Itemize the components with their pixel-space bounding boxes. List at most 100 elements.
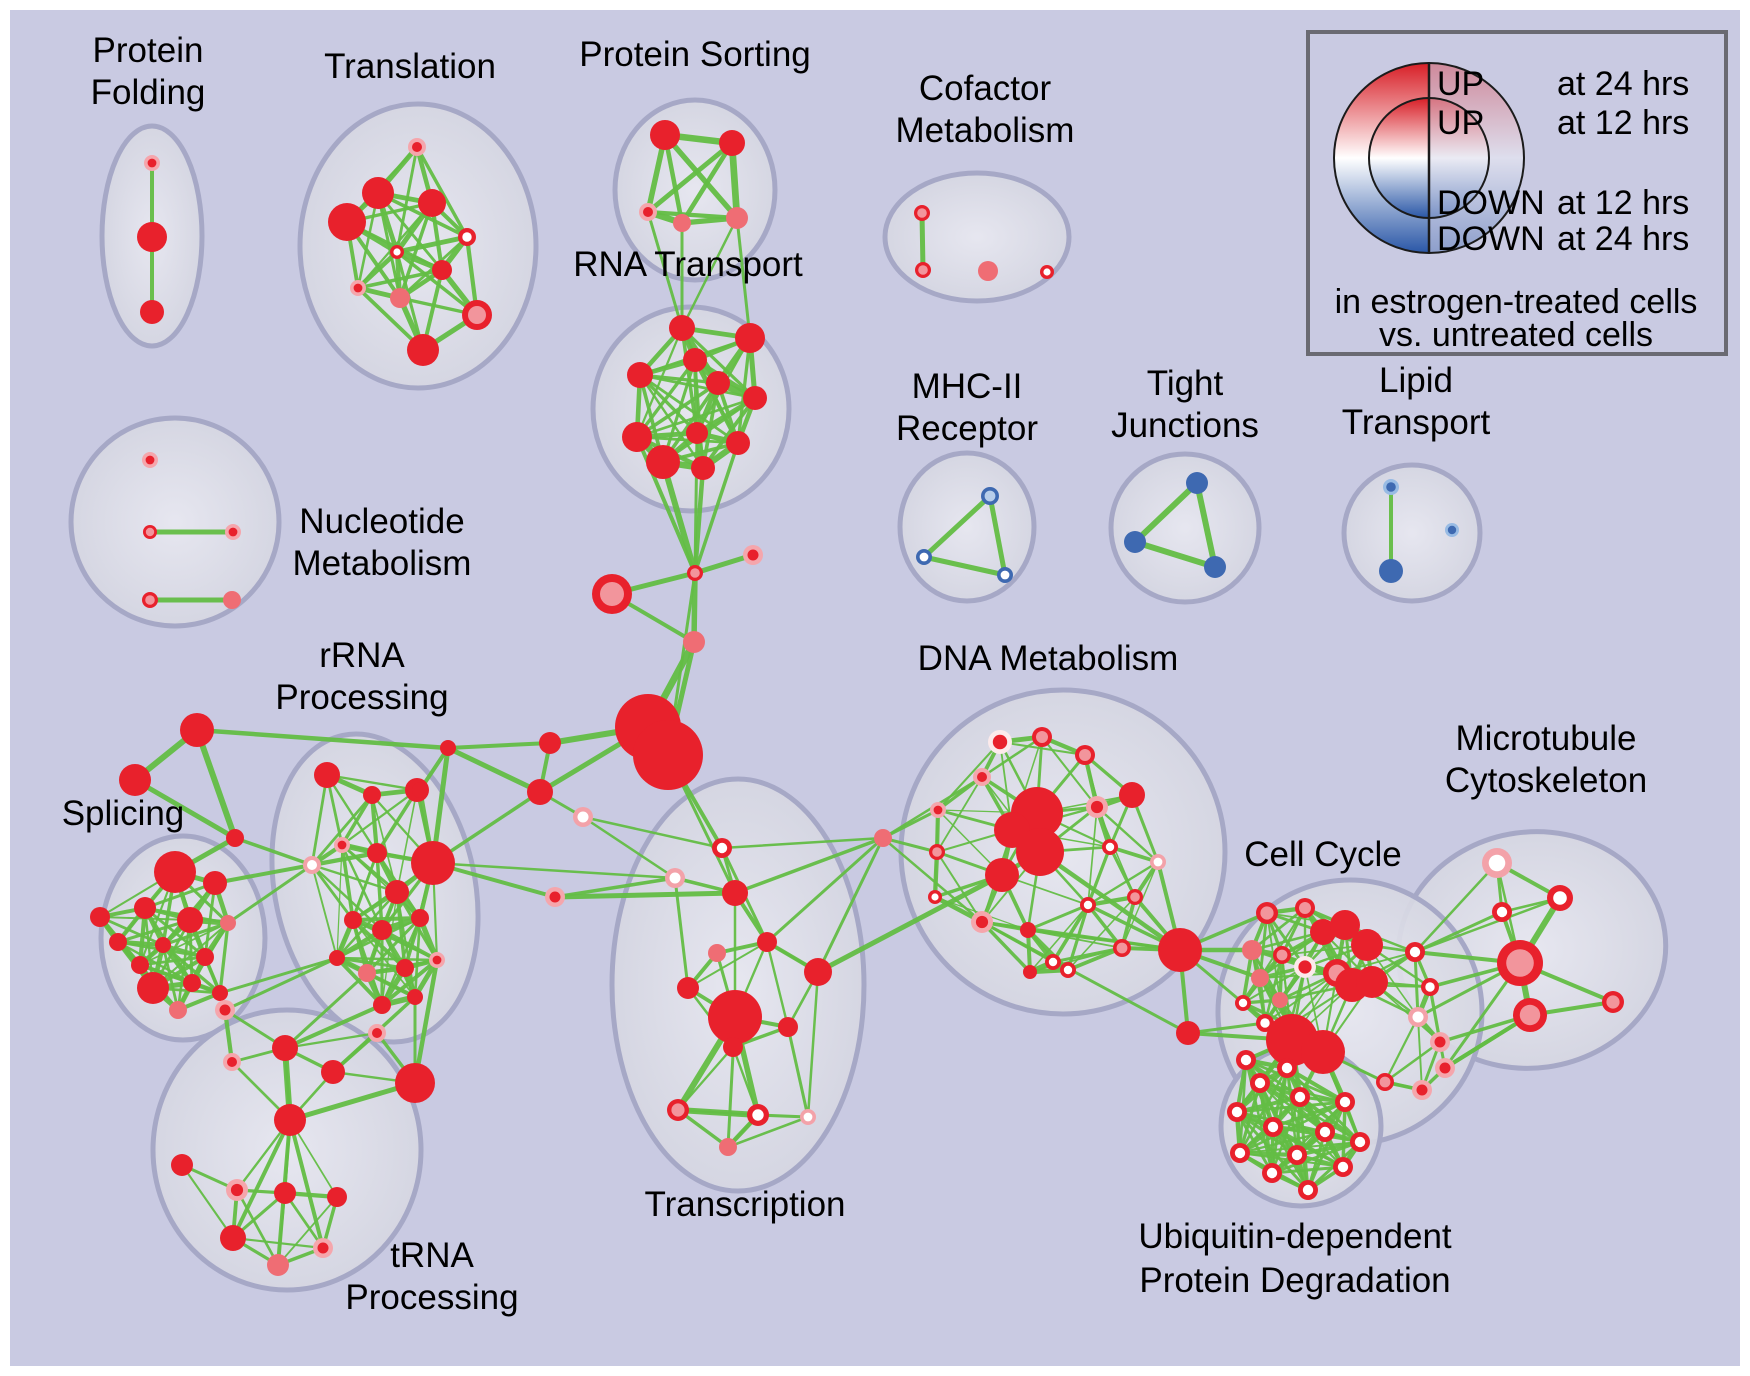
- gene-node-core: [1447, 525, 1457, 535]
- network-edge: [733, 836, 885, 895]
- network-edge: [815, 872, 1005, 975]
- network-edge: [1383, 1040, 1442, 1084]
- network-edge: [1235, 1095, 1302, 1114]
- network-edge: [1417, 1016, 1423, 1091]
- cluster-label-rrna-processing: rRNA: [319, 636, 405, 675]
- network-edge: [980, 920, 1190, 1035]
- gene-node-core: [1090, 800, 1104, 814]
- gene-node-core: [147, 158, 157, 168]
- gene-node-translation: [418, 189, 446, 217]
- gene-node-core: [1267, 1121, 1279, 1133]
- network-edge: [1295, 1140, 1362, 1157]
- network-edge: [691, 570, 698, 645]
- gene-node-transcription: [708, 990, 762, 1044]
- gene-node-lipid-transport: [1379, 559, 1403, 583]
- network-edge: [936, 851, 983, 923]
- gene-node-core: [803, 1112, 813, 1122]
- network-edge: [325, 773, 419, 792]
- cluster-label-dna-metabolism: DNA Metabolism: [918, 639, 1179, 678]
- network-edge: [379, 927, 440, 963]
- network-edge: [310, 793, 374, 867]
- network-edge: [921, 493, 993, 560]
- gene-node-translation: [328, 203, 366, 241]
- gene-node-rrna-processing: [385, 880, 409, 904]
- gene-node-transcription: [778, 1017, 798, 1037]
- gene-node-core: [1337, 1161, 1349, 1173]
- network-edge: [1066, 946, 1124, 972]
- gene-node-core: [1153, 857, 1163, 867]
- cluster-ellipse-mhc-ii-receptor: [897, 450, 1037, 604]
- gene-node-core: [1439, 1062, 1451, 1074]
- cluster-label-rna-transport: RNA Transport: [573, 245, 803, 284]
- gene-node-trna-processing: [327, 1187, 347, 1207]
- network-edge: [726, 1115, 810, 1149]
- gene-node-core: [337, 840, 347, 850]
- gene-node-core: [1302, 1184, 1314, 1196]
- network-edge: [415, 145, 469, 239]
- legend-time-label-2: at 12 hrs: [1557, 184, 1689, 222]
- gene-node-core: [690, 568, 700, 578]
- cluster-label-translation: Translation: [324, 47, 496, 86]
- network-edge: [679, 140, 735, 226]
- gene-node-tight-junctions: [1186, 472, 1208, 494]
- network-edge: [1264, 972, 1338, 1024]
- network-nodes: [90, 120, 1624, 1276]
- gene-node-core: [1291, 1149, 1303, 1161]
- network-edge: [1238, 1130, 1327, 1155]
- network-edge: [335, 956, 439, 962]
- network-edge: [1265, 911, 1307, 969]
- cluster-label-lipid-transport: Transport: [1342, 403, 1491, 442]
- gene-node-core: [1048, 957, 1058, 967]
- gene-node-core: [145, 455, 155, 465]
- network-edge: [283, 971, 369, 1050]
- legend-direction-label-3: DOWN: [1437, 220, 1545, 258]
- gene-node-rrna-processing: [411, 909, 429, 927]
- gene-node-cell-cycle: [1301, 1030, 1345, 1074]
- gene-node-core: [219, 1004, 231, 1016]
- gene-node-cell-cycle: [1330, 910, 1360, 940]
- gene-node-trna-processing: [220, 1225, 246, 1251]
- gene-node-protein-sorting: [726, 207, 748, 229]
- gene-node-core: [1083, 900, 1093, 910]
- gene-node-rrna-processing: [344, 911, 362, 929]
- network-edge: [340, 793, 374, 847]
- gene-node-core: [931, 893, 939, 901]
- gene-node-connectors: [633, 720, 703, 790]
- cluster-label-cofactor-metabolism: Metabolism: [896, 111, 1075, 150]
- network-edge: [445, 745, 543, 795]
- cluster-label-trna-processing: Processing: [345, 1278, 518, 1317]
- gene-node-trna-processing: [272, 1035, 298, 1061]
- gene-node-trna-processing: [321, 1060, 345, 1084]
- network-edge: [701, 396, 757, 470]
- network-edge: [980, 920, 1182, 952]
- network-edge: [687, 941, 768, 989]
- gene-node-core: [1036, 731, 1048, 743]
- gene-node-protein-sorting: [650, 120, 680, 150]
- gene-node-rna-transport: [646, 445, 680, 479]
- gene-node-splicing-triangle: [180, 713, 214, 747]
- gene-node-protein-sorting: [673, 214, 691, 232]
- gene-node-core: [1496, 906, 1508, 918]
- network-edge: [919, 210, 926, 273]
- gene-node-splicing: [183, 974, 201, 992]
- gene-node-connectors: [874, 829, 892, 847]
- cluster-label-transcription: Transcription: [645, 1185, 846, 1224]
- network-edge: [1132, 480, 1200, 545]
- network-edge: [283, 1031, 379, 1050]
- gene-node-core: [1254, 1077, 1266, 1089]
- network-edge: [1413, 950, 1420, 1019]
- legend-direction-label-1: UP: [1437, 104, 1484, 142]
- gene-node-rrna-processing: [314, 762, 340, 788]
- gene-node-core: [984, 490, 996, 502]
- cluster-label-protein-sorting: Protein Sorting: [579, 35, 811, 74]
- gene-node-transcription: [719, 1138, 737, 1156]
- gene-node-core: [671, 1103, 685, 1117]
- cluster-label-lipid-transport: Lipid: [1379, 361, 1453, 400]
- gene-node-core: [643, 207, 653, 217]
- gene-node-core: [1266, 1167, 1278, 1179]
- cluster-ellipse-nucleotide-metabolism: [68, 415, 282, 629]
- gene-node-transcription: [677, 977, 699, 999]
- gene-node-splicing: [137, 972, 169, 1004]
- gene-node-core: [468, 306, 486, 324]
